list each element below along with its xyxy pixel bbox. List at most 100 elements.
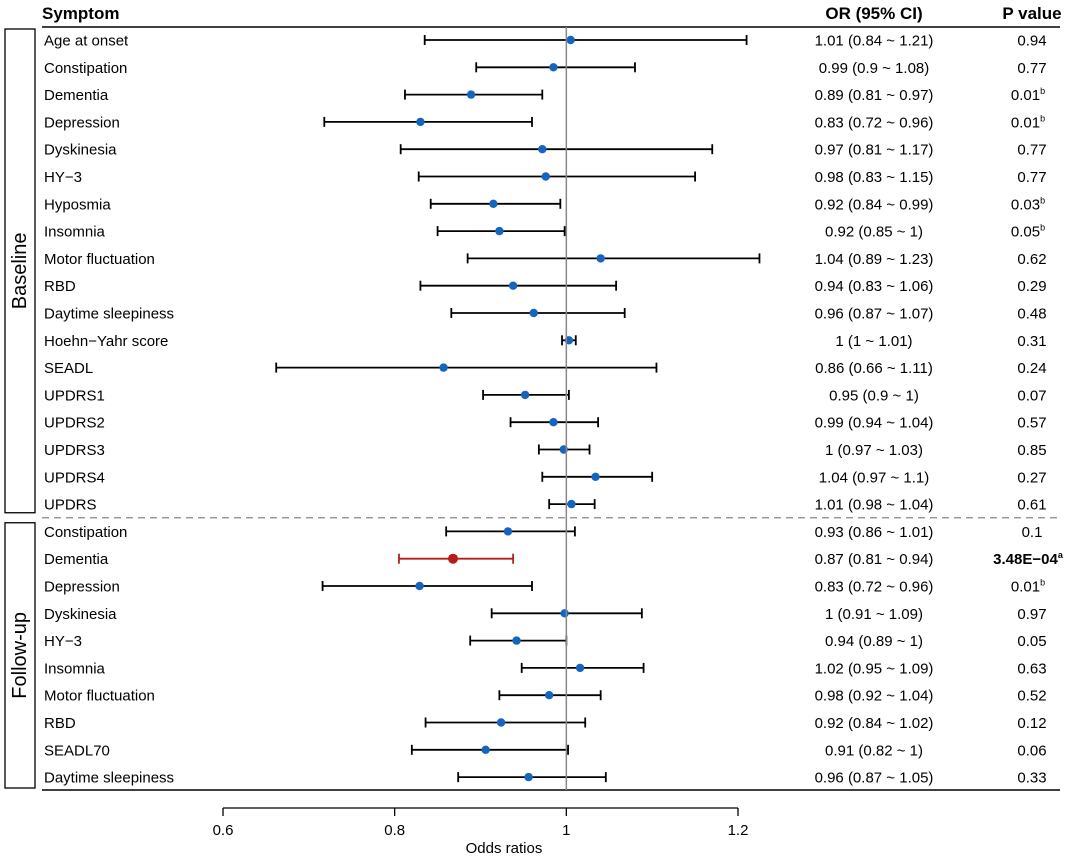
p-value: 0.52	[1017, 688, 1046, 705]
p-value-text: 0.24	[1017, 360, 1046, 377]
row-label: SEADL	[44, 360, 93, 377]
or-point	[544, 691, 554, 700]
or-ci-text: 0.94 (0.83 ~ 1.06)	[815, 278, 934, 295]
x-axis-label: Odds ratios	[466, 840, 543, 857]
p-value-text: 0.77	[1017, 142, 1046, 159]
p-value-text: 0.05	[1017, 633, 1046, 650]
p-value: 0.31	[1017, 333, 1046, 350]
p-value-text: 0.52	[1017, 688, 1046, 705]
row-label: Depression	[44, 579, 120, 596]
p-value-text: 3.48E−04a	[993, 550, 1064, 568]
p-value: 0.24	[1017, 360, 1046, 377]
or-ci-text: 0.86 (0.66 ~ 1.11)	[815, 360, 933, 377]
p-value-text: 0.12	[1017, 715, 1046, 732]
p-value-superscript: b	[1040, 113, 1045, 123]
or-ci-text: 0.98 (0.92 ~ 1.04)	[815, 688, 934, 705]
row-label: Dyskinesia	[44, 606, 117, 623]
p-value-text: 0.1	[1022, 524, 1043, 541]
or-point	[448, 553, 459, 564]
or-ci-text: 1 (1 ~ 1.01)	[835, 333, 912, 350]
row-label: Depression	[44, 114, 120, 131]
or-ci-text: 0.83 (0.72 ~ 0.96)	[815, 114, 934, 131]
row-label: Motor fluctuation	[44, 251, 155, 268]
or-ci-text: 0.97 (0.81 ~ 1.17)	[815, 142, 934, 159]
row-label: Daytime sleepiness	[44, 306, 174, 323]
group-label: Follow-up	[9, 612, 31, 699]
row-label: UPDRS3	[44, 442, 105, 459]
or-point	[567, 499, 576, 509]
p-value: 0.85	[1017, 442, 1046, 459]
p-value-superscript: b	[1040, 195, 1045, 205]
p-value-text: 0.27	[1017, 469, 1046, 486]
p-value-text: 0.94	[1017, 33, 1046, 50]
p-value-superscript: b	[1040, 578, 1045, 588]
p-value-text: 0.07	[1017, 387, 1046, 404]
or-ci-text: 1.01 (0.84 ~ 1.21)	[815, 33, 934, 50]
p-value-text: 0.01b	[1011, 86, 1045, 104]
row-label: RBD	[44, 278, 76, 295]
p-value-superscript: a	[1058, 550, 1064, 560]
row-label: Hyposmia	[44, 196, 111, 213]
p-value-superscript: b	[1040, 223, 1045, 233]
row-label: Constipation	[44, 524, 127, 541]
p-value: 0.48	[1017, 306, 1046, 323]
or-point	[466, 90, 476, 99]
p-value: 0.77	[1017, 169, 1046, 186]
or-point	[549, 63, 558, 72]
p-value: 0.61	[1017, 497, 1046, 514]
row-label: Insomnia	[44, 224, 106, 241]
or-point	[596, 254, 605, 263]
row-label: HY−3	[44, 169, 82, 186]
row-label: RBD	[44, 715, 76, 732]
p-value: 0.05	[1011, 224, 1040, 241]
row-label: Dementia	[44, 551, 109, 568]
or-point	[575, 663, 585, 673]
row-label: Constipation	[44, 60, 127, 77]
or-ci-text: 0.94 (0.89 ~ 1)	[825, 633, 923, 650]
p-value: 0.01	[1011, 579, 1040, 596]
p-value-superscript: b	[1040, 86, 1045, 96]
row-label: Motor fluctuation	[44, 688, 155, 705]
p-value: 0.06	[1017, 742, 1046, 759]
p-value: 0.77	[1017, 60, 1046, 77]
p-value-text: 0.61	[1017, 497, 1046, 514]
or-point	[415, 581, 424, 591]
or-ci-text: 1.04 (0.89 ~ 1.23)	[815, 251, 934, 268]
x-tick-label: 1	[562, 822, 570, 839]
group-box	[4, 28, 36, 514]
p-value-text: 0.62	[1017, 251, 1046, 268]
p-value-text: 0.29	[1017, 278, 1046, 295]
or-ci-text: 0.99 (0.94 ~ 1.04)	[815, 415, 934, 432]
p-value: 0.29	[1017, 278, 1046, 295]
or-ci-text: 0.93 (0.86 ~ 1.01)	[815, 524, 934, 541]
p-value-text: 0.01b	[1011, 113, 1045, 131]
p-value: 3.48E−04	[993, 551, 1058, 568]
or-ci-text: 0.92 (0.84 ~ 1.02)	[815, 715, 934, 732]
or-ci-text: 1 (0.91 ~ 1.09)	[825, 606, 923, 623]
x-axis: 0.6 0.8 1 1.2	[213, 807, 749, 839]
or-point	[416, 117, 425, 127]
header-p-value: P value	[1002, 4, 1061, 23]
x-tick-label: 1.2	[728, 822, 749, 839]
p-value: 0.57	[1017, 415, 1046, 432]
row-label: Dyskinesia	[44, 142, 117, 159]
or-point	[524, 772, 533, 782]
p-value: 0.94	[1017, 33, 1046, 50]
p-value: 0.97	[1017, 606, 1046, 623]
row-label: Daytime sleepiness	[44, 770, 174, 787]
or-point	[529, 308, 538, 318]
p-value: 0.77	[1017, 142, 1046, 159]
p-value-text: 0.31	[1017, 333, 1046, 350]
p-value-text: 0.77	[1017, 60, 1046, 77]
p-value-text: 0.06	[1017, 742, 1046, 759]
or-ci-text: 0.99 (0.9 ~ 1.08)	[819, 60, 930, 77]
x-tick-label: 0.8	[384, 822, 405, 839]
or-point	[508, 281, 518, 290]
or-ci-text: 1.01 (0.98 ~ 1.04)	[815, 497, 934, 514]
or-point	[512, 636, 521, 645]
or-ci-text: 0.96 (0.87 ~ 1.07)	[815, 306, 934, 323]
row-label: HY−3	[44, 633, 82, 650]
or-point	[481, 745, 490, 754]
or-point	[495, 226, 504, 236]
